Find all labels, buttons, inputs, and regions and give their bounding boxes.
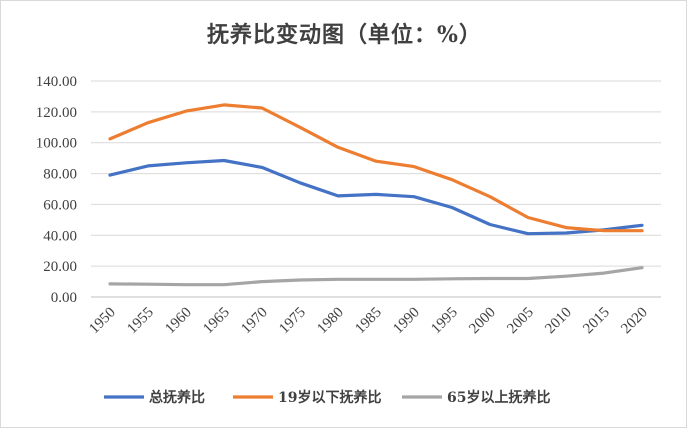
x-tick-label: 2010 <box>542 305 575 338</box>
x-tick-label: 2005 <box>504 305 537 338</box>
x-tick-label: 1960 <box>162 305 195 338</box>
series-line-3 <box>108 266 644 287</box>
x-tick-label: 1980 <box>314 305 347 338</box>
x-tick-label: 1970 <box>238 305 271 338</box>
y-tick-label: 140.00 <box>36 74 77 90</box>
y-tick-label: 20.00 <box>43 259 77 275</box>
chart-title: 抚养比变动图（单位：%） <box>207 22 482 48</box>
x-tick-label: 1995 <box>428 305 461 338</box>
x-tick-label: 2020 <box>618 305 651 338</box>
x-tick-label: 1965 <box>200 305 233 338</box>
legend-label: 19岁以下抚养比 <box>278 389 381 406</box>
x-tick-label: 1990 <box>390 305 423 338</box>
y-tick-label: 100.00 <box>36 136 77 152</box>
x-tick-label: 1950 <box>86 305 119 338</box>
series-line-2 <box>108 103 644 233</box>
y-tick-label: 0.00 <box>51 290 77 306</box>
x-tick-label: 2000 <box>466 305 499 338</box>
y-tick-label: 80.00 <box>43 167 77 183</box>
legend-label: 65岁以上抚养比 <box>447 389 550 406</box>
x-tick-label: 1955 <box>124 305 157 338</box>
y-tick-label: 60.00 <box>43 197 77 213</box>
legend-label: 总抚养比 <box>149 389 205 406</box>
series-line-1 <box>108 158 644 236</box>
y-tick-label: 120.00 <box>36 105 77 121</box>
x-tick-label: 1975 <box>276 305 309 338</box>
y-tick-label: 40.00 <box>43 228 77 244</box>
x-tick-label: 2015 <box>580 305 613 338</box>
x-tick-label: 1985 <box>352 305 385 338</box>
